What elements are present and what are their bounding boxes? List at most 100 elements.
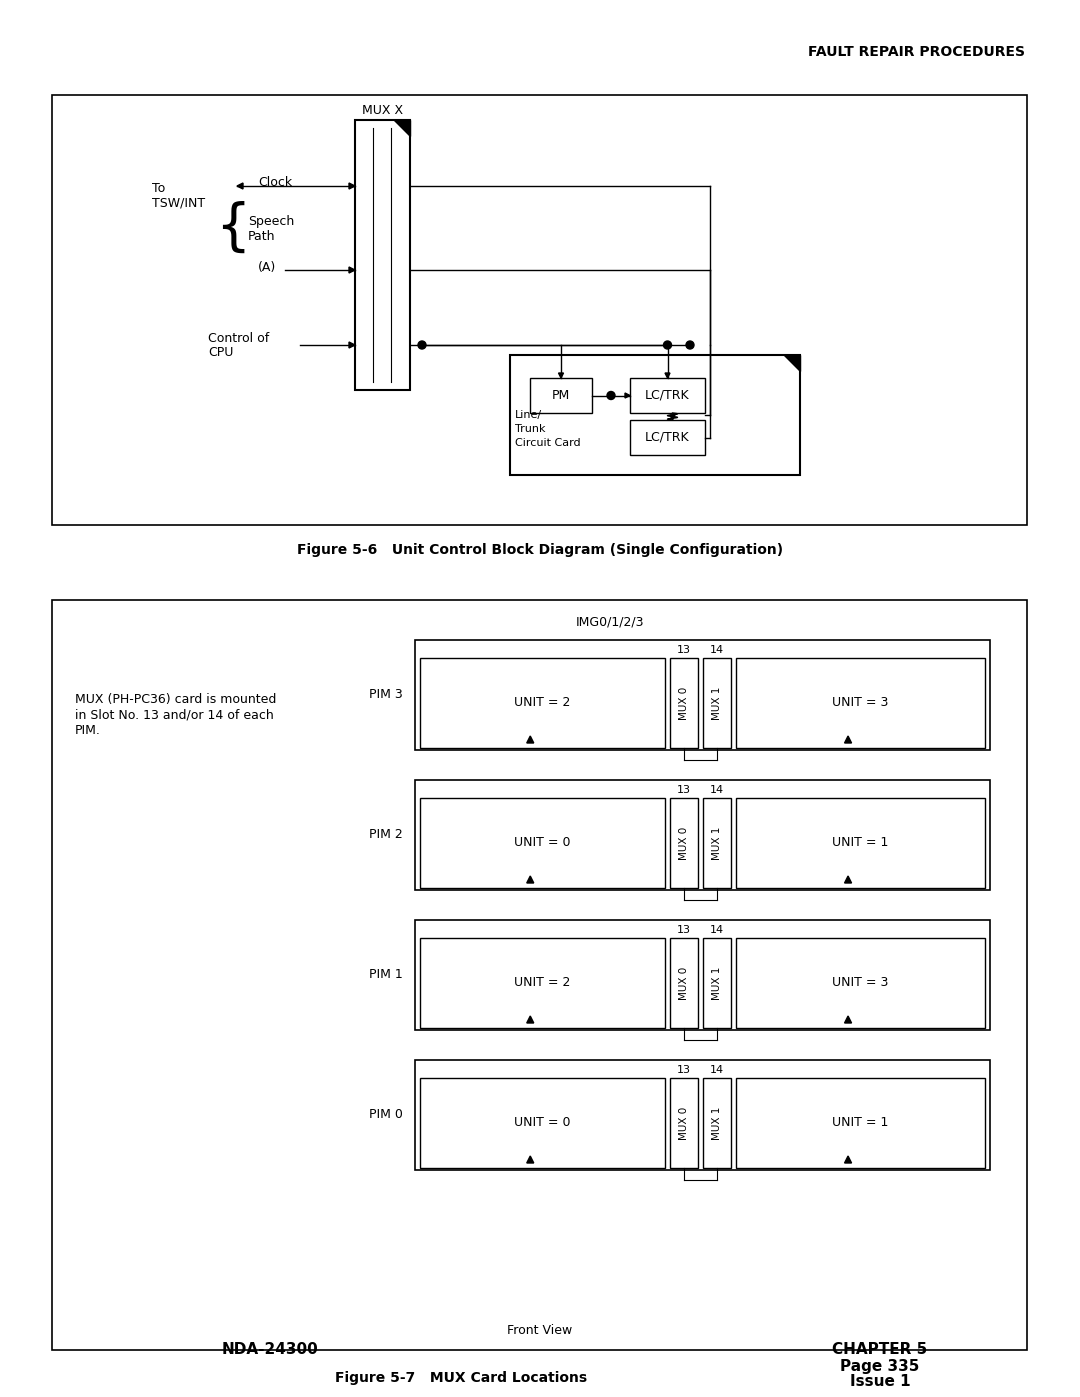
Polygon shape [237, 183, 243, 189]
Text: 14: 14 [710, 925, 724, 935]
Polygon shape [845, 736, 851, 743]
Text: UNIT = 3: UNIT = 3 [833, 697, 889, 710]
Bar [630, 420, 705, 455]
Text: PIM 2: PIM 2 [369, 828, 403, 841]
Text: MUX 0: MUX 0 [679, 686, 689, 719]
Text: UNIT = 2: UNIT = 2 [514, 697, 570, 710]
Polygon shape [558, 373, 564, 379]
Polygon shape [670, 415, 675, 420]
Bar [703, 937, 731, 1028]
Text: 14: 14 [710, 785, 724, 795]
Text: IMG0/1/2/3: IMG0/1/2/3 [576, 616, 645, 629]
Polygon shape [527, 736, 534, 743]
Bar [735, 937, 985, 1028]
Bar [415, 1060, 990, 1171]
Text: UNIT = 2: UNIT = 2 [514, 977, 570, 989]
Text: MUX 0: MUX 0 [679, 1106, 689, 1140]
Text: UNIT = 1: UNIT = 1 [833, 837, 889, 849]
Text: MUX 1: MUX 1 [712, 967, 723, 1000]
Text: PIM 1: PIM 1 [369, 968, 403, 982]
Bar [415, 780, 990, 890]
Bar [735, 798, 985, 888]
Bar [670, 1078, 698, 1168]
Text: Line/: Line/ [515, 409, 542, 420]
Text: (A): (A) [258, 260, 276, 274]
Text: {: { [215, 201, 251, 256]
Text: Trunk: Trunk [515, 425, 545, 434]
Polygon shape [665, 373, 670, 379]
Bar [703, 1078, 731, 1168]
Bar [703, 658, 731, 747]
Bar [630, 379, 705, 414]
Text: PM: PM [552, 388, 570, 402]
Polygon shape [625, 393, 630, 398]
Text: TSW/INT: TSW/INT [152, 197, 205, 210]
Text: MUX 1: MUX 1 [712, 1106, 723, 1140]
Bar [735, 658, 985, 747]
Polygon shape [784, 355, 800, 372]
Text: UNIT = 1: UNIT = 1 [833, 1116, 889, 1130]
Text: MUX 1: MUX 1 [712, 686, 723, 719]
Bar [670, 937, 698, 1028]
Text: To: To [152, 182, 165, 194]
Text: LC/TRK: LC/TRK [645, 388, 690, 402]
Circle shape [607, 391, 615, 400]
Bar [52, 95, 1027, 525]
Text: MUX 0: MUX 0 [679, 827, 689, 859]
Text: UNIT = 0: UNIT = 0 [514, 837, 570, 849]
Bar [420, 1078, 665, 1168]
Text: 13: 13 [677, 1065, 691, 1076]
Text: PIM 0: PIM 0 [369, 1108, 403, 1122]
Bar [530, 379, 592, 414]
Bar [52, 599, 1027, 1350]
Text: 14: 14 [710, 645, 724, 655]
Text: Path: Path [248, 229, 275, 243]
Text: 13: 13 [677, 785, 691, 795]
Polygon shape [349, 342, 355, 348]
Text: Figure 5-6   Unit Control Block Diagram (Single Configuration): Figure 5-6 Unit Control Block Diagram (S… [297, 543, 783, 557]
Text: Front View: Front View [508, 1323, 572, 1337]
Text: CHAPTER 5: CHAPTER 5 [833, 1343, 928, 1358]
Polygon shape [527, 1155, 534, 1162]
Polygon shape [845, 876, 851, 883]
Bar [735, 1078, 985, 1168]
Text: Circuit Card: Circuit Card [515, 439, 581, 448]
Text: CPU: CPU [208, 346, 233, 359]
Text: NDA-24300: NDA-24300 [221, 1343, 319, 1358]
Circle shape [663, 341, 672, 349]
Text: Issue 1: Issue 1 [850, 1375, 910, 1390]
Text: MUX 0: MUX 0 [679, 967, 689, 1000]
Polygon shape [394, 120, 410, 136]
Text: Control of: Control of [208, 331, 269, 345]
Text: MUX X: MUX X [362, 103, 403, 116]
Bar [355, 120, 410, 390]
Bar [670, 658, 698, 747]
Bar [420, 798, 665, 888]
Bar [510, 355, 800, 475]
Text: Page 335: Page 335 [840, 1358, 920, 1373]
Bar [415, 921, 990, 1030]
Bar [415, 640, 990, 750]
Text: PIM 3: PIM 3 [369, 689, 403, 701]
Polygon shape [349, 183, 355, 189]
Text: FAULT REPAIR PROCEDURES: FAULT REPAIR PROCEDURES [808, 45, 1025, 59]
Bar [420, 937, 665, 1028]
Bar [670, 798, 698, 888]
Bar [703, 798, 731, 888]
Text: 13: 13 [677, 925, 691, 935]
Polygon shape [845, 1016, 851, 1023]
Polygon shape [527, 876, 534, 883]
Circle shape [418, 341, 426, 349]
Polygon shape [349, 267, 355, 272]
Circle shape [686, 341, 694, 349]
Text: LC/TRK: LC/TRK [645, 432, 690, 444]
Text: Figure 5-7   MUX Card Locations: Figure 5-7 MUX Card Locations [335, 1370, 588, 1384]
Text: Clock: Clock [258, 176, 292, 190]
Text: MUX (PH-PC36) card is mounted
in Slot No. 13 and/or 14 of each
PIM.: MUX (PH-PC36) card is mounted in Slot No… [75, 693, 276, 736]
Polygon shape [527, 1016, 534, 1023]
Text: UNIT = 3: UNIT = 3 [833, 977, 889, 989]
Bar [420, 658, 665, 747]
Text: Speech: Speech [248, 215, 294, 229]
Polygon shape [845, 1155, 851, 1162]
Text: UNIT = 0: UNIT = 0 [514, 1116, 570, 1130]
